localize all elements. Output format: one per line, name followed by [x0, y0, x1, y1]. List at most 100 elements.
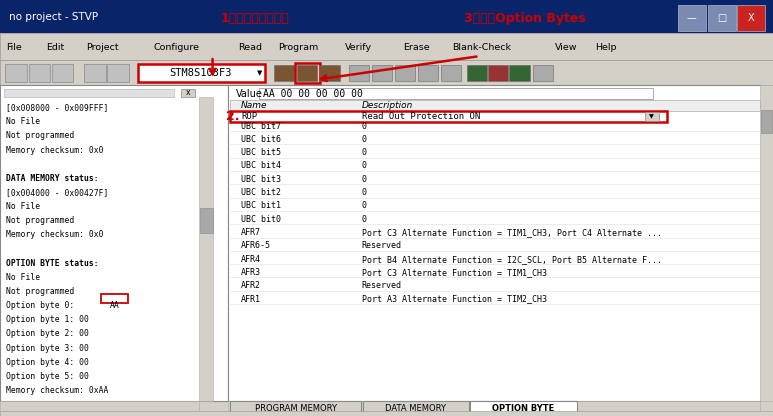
- Text: Reserved: Reserved: [362, 241, 402, 250]
- Text: Reserved: Reserved: [362, 281, 402, 290]
- FancyBboxPatch shape: [761, 110, 772, 133]
- Text: Erase: Erase: [404, 42, 430, 52]
- FancyBboxPatch shape: [230, 401, 361, 416]
- Text: ▼: ▼: [649, 114, 654, 119]
- Text: No File: No File: [6, 117, 40, 126]
- Text: Project: Project: [87, 42, 119, 52]
- Text: AFR1: AFR1: [241, 295, 261, 304]
- FancyBboxPatch shape: [0, 411, 773, 416]
- Text: UBC bit6: UBC bit6: [241, 135, 281, 144]
- Text: UBC bit4: UBC bit4: [241, 161, 281, 171]
- FancyBboxPatch shape: [363, 401, 469, 416]
- FancyBboxPatch shape: [29, 64, 50, 82]
- Text: Program: Program: [278, 42, 318, 52]
- FancyBboxPatch shape: [441, 65, 461, 81]
- Text: DATA MEMORY status:: DATA MEMORY status:: [6, 174, 99, 183]
- Text: File: File: [6, 42, 22, 52]
- FancyBboxPatch shape: [138, 64, 265, 82]
- Text: Value: Value: [236, 89, 263, 99]
- Text: Memory checksum: 0xAA: Memory checksum: 0xAA: [6, 386, 108, 395]
- Text: Not programmed: Not programmed: [6, 216, 74, 225]
- FancyBboxPatch shape: [0, 0, 773, 33]
- Text: X: X: [748, 13, 754, 23]
- Text: no project - STVP: no project - STVP: [9, 12, 98, 22]
- Text: No File: No File: [6, 202, 40, 211]
- Text: Port A3 Alternate Function = TIM2_CH3: Port A3 Alternate Function = TIM2_CH3: [362, 295, 547, 304]
- Text: AA 00 00 00 00 00: AA 00 00 00 00 00: [263, 89, 363, 99]
- FancyBboxPatch shape: [0, 33, 773, 60]
- Text: Option byte 4: 00: Option byte 4: 00: [6, 358, 89, 367]
- Text: AFR4: AFR4: [241, 255, 261, 264]
- FancyBboxPatch shape: [737, 5, 765, 31]
- Text: STM8S103F3: STM8S103F3: [170, 68, 232, 78]
- Text: 1、芯片型号选择对: 1、芯片型号选择对: [220, 12, 289, 25]
- Text: Blank-Check: Blank-Check: [452, 42, 511, 52]
- FancyBboxPatch shape: [0, 60, 773, 85]
- Text: Name: Name: [241, 101, 267, 110]
- Text: Description: Description: [362, 101, 413, 110]
- Text: 0: 0: [362, 135, 366, 144]
- Text: Help: Help: [595, 42, 616, 52]
- FancyBboxPatch shape: [4, 89, 174, 97]
- FancyBboxPatch shape: [471, 401, 577, 416]
- Text: OPTION BYTE: OPTION BYTE: [492, 404, 555, 414]
- Text: ▼: ▼: [257, 70, 262, 76]
- FancyBboxPatch shape: [418, 65, 438, 81]
- FancyBboxPatch shape: [320, 65, 340, 81]
- FancyBboxPatch shape: [467, 65, 487, 81]
- Text: Configure: Configure: [154, 42, 199, 52]
- Text: AFR6-5: AFR6-5: [241, 241, 271, 250]
- FancyBboxPatch shape: [52, 64, 73, 82]
- Text: View: View: [555, 42, 577, 52]
- Text: No File: No File: [6, 273, 40, 282]
- FancyBboxPatch shape: [84, 64, 106, 82]
- Text: Option byte 5: 00: Option byte 5: 00: [6, 372, 89, 381]
- FancyBboxPatch shape: [708, 5, 736, 31]
- Text: 0: 0: [362, 201, 366, 210]
- Text: Option byte 3: 00: Option byte 3: 00: [6, 344, 89, 353]
- Text: □: □: [717, 13, 727, 23]
- Text: 3、编程Option Bytes: 3、编程Option Bytes: [464, 12, 586, 25]
- Text: UBC bit7: UBC bit7: [241, 121, 281, 131]
- FancyBboxPatch shape: [349, 65, 369, 81]
- Text: Option byte 1: 00: Option byte 1: 00: [6, 315, 89, 324]
- Text: Memory checksum: 0x0: Memory checksum: 0x0: [6, 230, 104, 240]
- Text: DATA MEMORY: DATA MEMORY: [385, 404, 446, 414]
- FancyBboxPatch shape: [533, 65, 553, 81]
- FancyBboxPatch shape: [228, 85, 761, 401]
- FancyBboxPatch shape: [228, 401, 760, 411]
- FancyBboxPatch shape: [181, 89, 195, 97]
- FancyBboxPatch shape: [678, 5, 706, 31]
- Text: UBC bit0: UBC bit0: [241, 215, 281, 224]
- Text: 0: 0: [362, 121, 366, 131]
- Text: Read: Read: [238, 42, 262, 52]
- Text: Memory checksum: 0x0: Memory checksum: 0x0: [6, 146, 104, 155]
- Text: UBC bit2: UBC bit2: [241, 188, 281, 197]
- FancyBboxPatch shape: [460, 402, 502, 411]
- Text: AFR2: AFR2: [241, 281, 261, 290]
- Text: PROGRAM MEMORY: PROGRAM MEMORY: [254, 404, 337, 414]
- Text: —: —: [687, 13, 696, 23]
- Text: Port C3 Alternate Function = TIM1_CH3: Port C3 Alternate Function = TIM1_CH3: [362, 268, 547, 277]
- FancyBboxPatch shape: [230, 100, 760, 111]
- Text: Option byte 2: 00: Option byte 2: 00: [6, 329, 89, 339]
- FancyBboxPatch shape: [274, 65, 294, 81]
- Text: [0x008000 - 0x009FFF]: [0x008000 - 0x009FFF]: [6, 103, 108, 112]
- Text: Option byte 0:: Option byte 0:: [6, 301, 80, 310]
- Text: AA: AA: [110, 301, 119, 310]
- Text: Verify: Verify: [345, 42, 373, 52]
- Text: AFR7: AFR7: [241, 228, 261, 237]
- FancyBboxPatch shape: [372, 65, 392, 81]
- FancyBboxPatch shape: [297, 65, 317, 81]
- FancyBboxPatch shape: [107, 64, 129, 82]
- FancyBboxPatch shape: [760, 85, 773, 401]
- FancyBboxPatch shape: [509, 65, 530, 81]
- Text: [0x004000 - 0x00427F]: [0x004000 - 0x00427F]: [6, 188, 108, 197]
- FancyBboxPatch shape: [5, 64, 27, 82]
- Text: 2.: 2.: [226, 110, 239, 124]
- FancyBboxPatch shape: [200, 208, 213, 233]
- Text: 0: 0: [362, 175, 366, 184]
- Text: OPTION BYTE status:: OPTION BYTE status:: [6, 259, 99, 268]
- Text: UBC bit3: UBC bit3: [241, 175, 281, 184]
- FancyBboxPatch shape: [645, 112, 659, 121]
